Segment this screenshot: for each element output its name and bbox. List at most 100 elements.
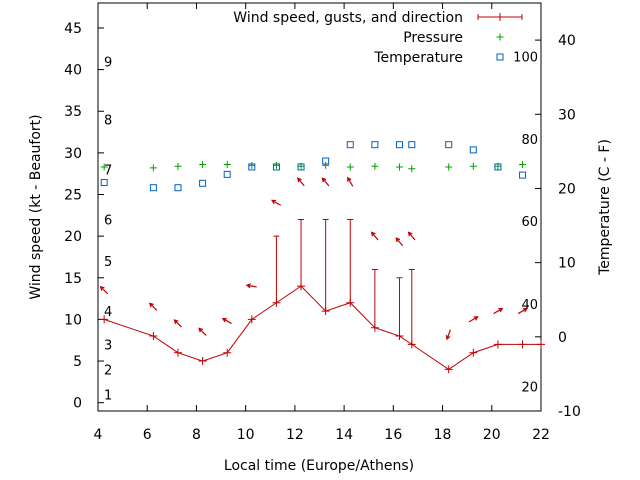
wind-direction-arrow [321, 177, 330, 187]
x-tick-label: 6 [143, 427, 152, 443]
wind-gust-bar [408, 268, 415, 345]
pressure-point [346, 163, 354, 171]
fahrenheit-label: 100 [513, 50, 538, 65]
wind-speed-point [149, 332, 158, 341]
pressure-point [100, 163, 108, 171]
pressure-point [248, 161, 256, 169]
legend-label: Wind speed, gusts, and direction [233, 10, 463, 26]
y-tick-label-left: 15 [64, 271, 82, 287]
wind-gust-bar [396, 277, 403, 337]
y-tick-label-right: 30 [558, 107, 576, 123]
y-tick-label-right: 10 [558, 256, 576, 272]
wind-direction-arrow [99, 285, 109, 295]
x-tick-label: 12 [286, 427, 304, 443]
wind-speed-point [100, 315, 109, 324]
y-tick-label-left: 25 [64, 188, 82, 204]
wind-gust-bar [273, 235, 280, 303]
legend-symbol-pressure [496, 33, 504, 41]
x-tick-label: 18 [434, 427, 452, 443]
fahrenheit-label: 60 [521, 215, 538, 230]
wind-direction-arrow [517, 307, 528, 315]
wind-speed-point [247, 315, 256, 324]
wind-direction-arrow [148, 302, 158, 311]
wind-direction-arrow [221, 317, 232, 325]
wind-speed-point [444, 365, 453, 374]
wind-direction-arrow [245, 283, 257, 289]
wind-speed-point [518, 340, 527, 349]
plot-frame [97, 2, 542, 412]
wind-direction-arrow [347, 176, 354, 187]
wind-gust-bar [298, 218, 305, 287]
x-tick-label: 16 [384, 427, 402, 443]
wind-speed-point [223, 348, 232, 357]
temperature-point [519, 171, 527, 179]
wind-gust-bar [347, 218, 354, 303]
legend: Wind speed, gusts, and direction Pressure… [233, 10, 523, 66]
beaufort-label: 5 [104, 255, 112, 270]
temperature-point [149, 184, 157, 192]
wind-direction-arrow [297, 177, 305, 187]
temperature-point [494, 163, 502, 171]
pressure-point [395, 163, 403, 171]
y-axis-label-left: Wind speed (kt - Beaufort) [28, 114, 44, 299]
wind-direction-arrow [173, 319, 182, 328]
beaufort-label: 6 [104, 213, 112, 228]
wind-direction-arrow [198, 327, 207, 336]
wind-speed-point [493, 340, 502, 349]
pressure-point [322, 161, 330, 169]
pressure-point [519, 161, 527, 169]
temperature-point [346, 141, 354, 149]
wind-speed-point [469, 348, 478, 357]
temperature-point [395, 141, 403, 149]
y-axis-label-right: Temperature (C - F) [597, 139, 613, 276]
pressure-point [174, 162, 182, 170]
fahrenheit-label: 20 [521, 381, 538, 396]
wind-speed-point [537, 340, 545, 349]
wind-speed-point [173, 348, 182, 357]
pressure-point [149, 164, 157, 172]
wind-gust-bar [322, 218, 329, 312]
beaufort-label: 3 [104, 338, 112, 353]
y-tick-label-right: 20 [558, 181, 576, 197]
beaufort-label: 2 [104, 363, 112, 378]
x-tick-label: 10 [237, 427, 255, 443]
x-tick-label: 20 [483, 427, 501, 443]
legend-label: Pressure [403, 30, 463, 46]
temperature-point [469, 146, 477, 154]
temperature-point [272, 163, 280, 171]
wind-direction-arrow [370, 231, 379, 241]
wind-speed-point [198, 357, 207, 366]
y-tick-label-left: 20 [64, 229, 82, 245]
temperature-point [223, 170, 231, 178]
y-tick-label-left: 35 [64, 104, 82, 120]
pressure-point [371, 162, 379, 170]
beaufort-label: 7 [104, 164, 112, 179]
x-tick-label: 14 [335, 427, 353, 443]
beaufort-label: 8 [104, 114, 112, 129]
wind-direction-arrow [493, 307, 504, 315]
fahrenheit-label: 80 [521, 133, 538, 148]
y-tick-label-left: 40 [64, 63, 82, 79]
temperature-point [199, 179, 207, 187]
x-tick-label: 22 [532, 427, 550, 443]
legend-label: Temperature [373, 50, 463, 66]
temperature-point [371, 141, 379, 149]
y-tick-label-right: -10 [558, 404, 581, 420]
wind-direction-arrow [395, 237, 404, 247]
wind-direction-arrow [445, 329, 451, 341]
x-tick-label: 4 [94, 427, 103, 443]
temperature-point [408, 141, 416, 149]
wind-direction-arrow [407, 231, 416, 241]
legend-symbol-wind [477, 13, 523, 21]
temperature-point [174, 184, 182, 192]
beaufort-label: 4 [104, 305, 112, 320]
y-tick-label-right: 40 [558, 33, 576, 49]
pressure-point [469, 162, 477, 170]
y-tick-label-left: 30 [64, 146, 82, 162]
wind-gust-bar [371, 268, 378, 328]
temperature-point [322, 157, 330, 165]
temperature-point [248, 163, 256, 171]
y-tick-label-left: 10 [64, 312, 82, 328]
temperature-point [445, 141, 453, 149]
